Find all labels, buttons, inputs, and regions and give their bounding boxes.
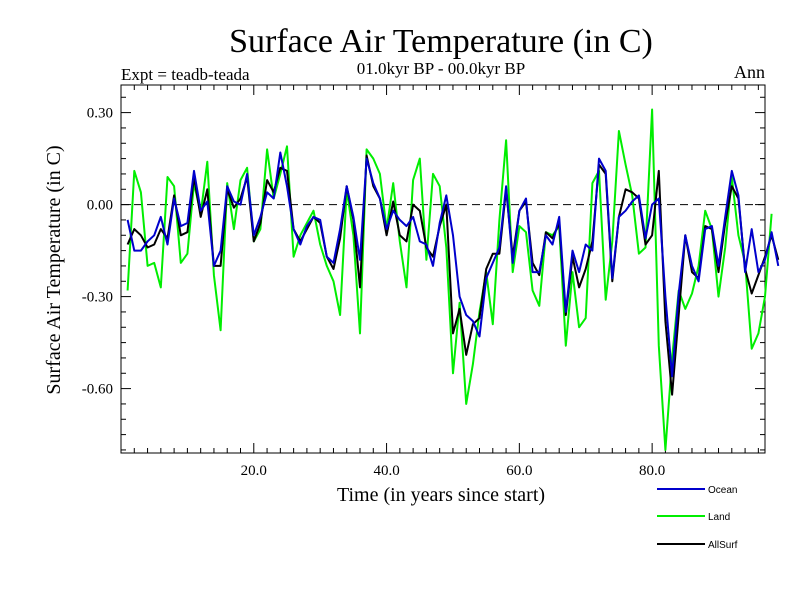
legend-label-allsurf: AllSurf	[708, 540, 738, 551]
x-tick-label: 80.0	[639, 463, 665, 479]
legend-label-ocean: Ocean	[708, 485, 737, 496]
plot-area: 20.0 40.0 60.0 80.0 0.30 0.00 -0.30 -0.60	[82, 84, 780, 479]
chart-subtitle: 01.0kyr BP - 00.0kyr BP	[357, 59, 525, 78]
x-tick-label: 20.0	[241, 463, 267, 479]
series-line-land	[126, 108, 773, 451]
y-axis-label: Surface Air Temperature (in C)	[43, 145, 65, 394]
y-tick-label: 0.00	[87, 198, 113, 214]
season-label: Ann	[734, 62, 765, 82]
x-tick-label: 40.0	[373, 463, 399, 479]
y-tick-label: -0.30	[82, 290, 113, 306]
plot-frame	[120, 84, 766, 454]
legend-label-land: Land	[708, 512, 730, 523]
experiment-label: Expt = teadb-teada	[121, 65, 250, 84]
x-tick-label: 60.0	[506, 463, 532, 479]
x-axis-label: Time (in years since start)	[337, 484, 545, 506]
series-line-ocean	[126, 151, 780, 378]
series-line-allsurf	[126, 154, 780, 396]
y-tick-label: -0.60	[82, 382, 113, 398]
y-tick-label: 0.30	[87, 106, 113, 122]
chart-legend: Ocean Land AllSurf	[657, 485, 738, 551]
chart-title: Surface Air Temperature (in C)	[229, 23, 653, 60]
